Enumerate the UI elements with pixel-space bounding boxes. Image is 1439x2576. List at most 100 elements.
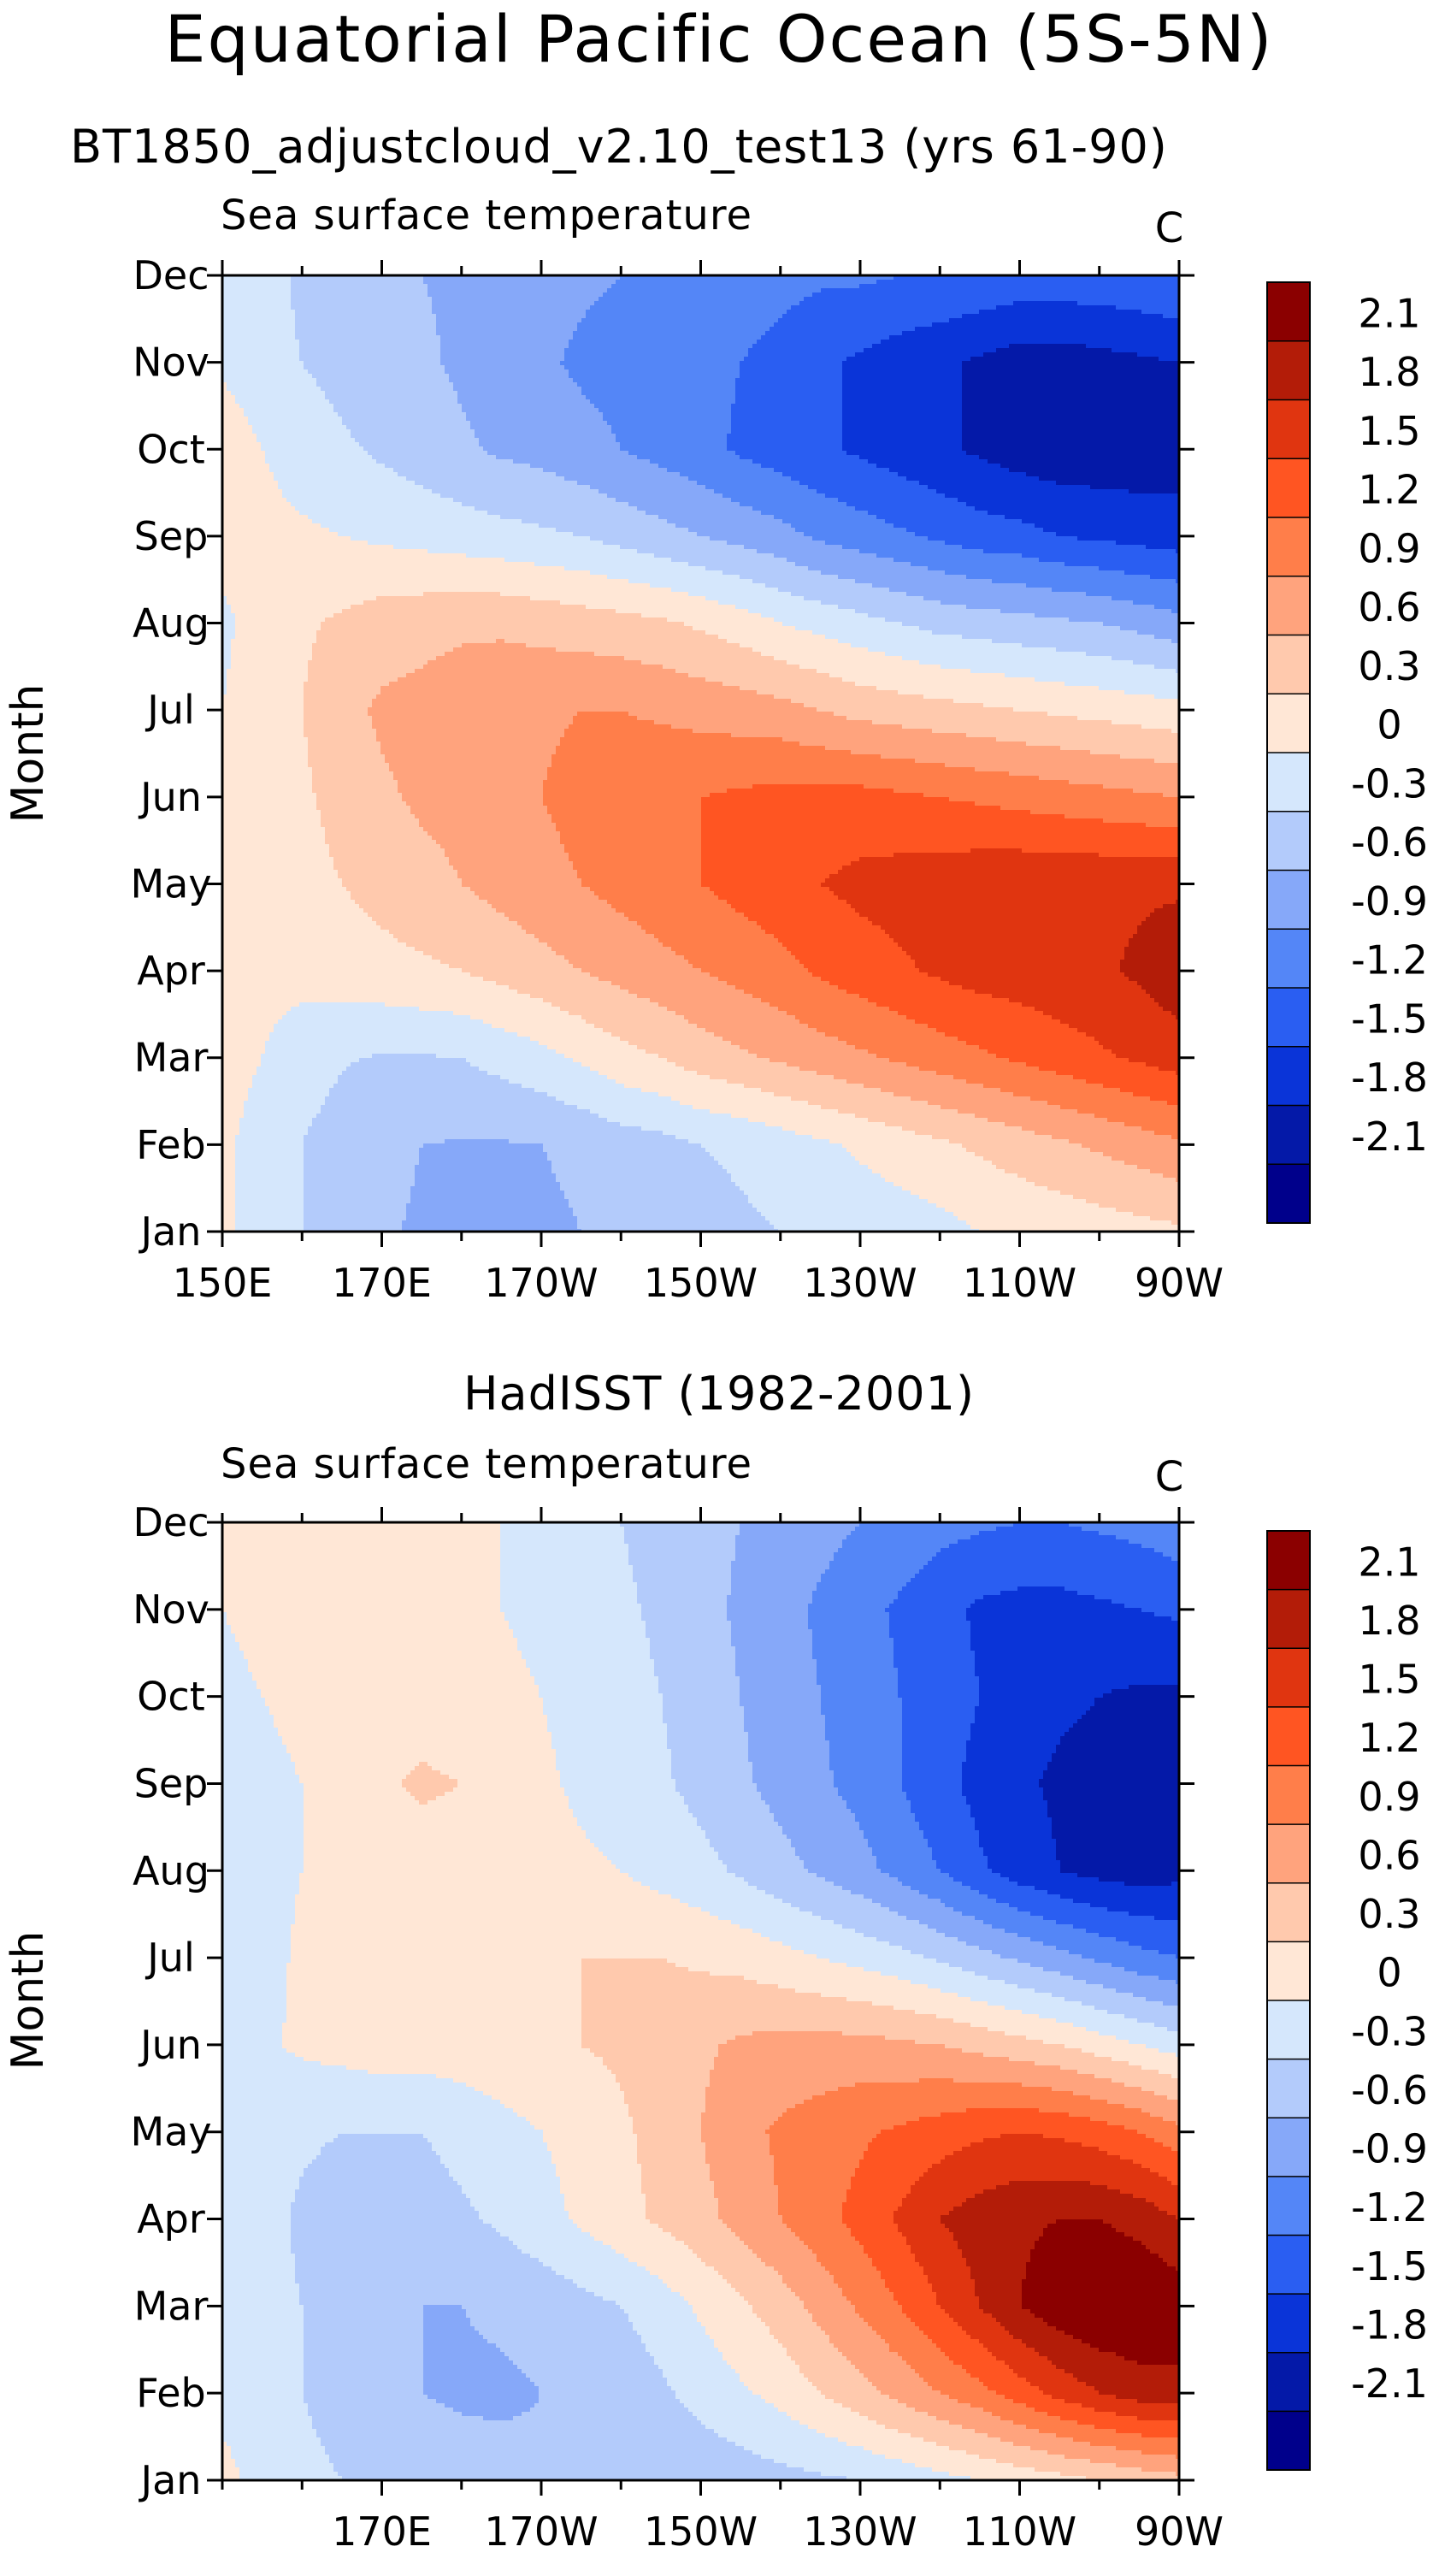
contour-cell	[304, 1809, 574, 1814]
contour-cell	[483, 446, 621, 452]
contour-cell	[945, 1933, 1018, 1938]
contour-cell	[432, 310, 587, 315]
contour-cell	[543, 1698, 663, 1703]
contour-cell	[881, 1903, 946, 1908]
contour-cell	[864, 1967, 963, 1972]
contour-cell	[222, 357, 300, 362]
contour-cell	[295, 2266, 552, 2272]
contour-cell	[304, 2305, 424, 2310]
contour-cell	[958, 1993, 1053, 1998]
contour-cell	[445, 369, 569, 375]
contour-cell	[752, 2309, 809, 2314]
contour-cell	[222, 2181, 300, 2186]
contour-cell	[551, 1002, 659, 1007]
contour-cell	[556, 1766, 672, 1771]
contour-cell	[962, 635, 1155, 640]
contour-cell	[1103, 1984, 1179, 1989]
contour-cell	[718, 977, 822, 982]
contour-cell	[1124, 947, 1179, 952]
contour-cell	[1035, 1007, 1164, 1012]
contour-cell	[718, 600, 822, 606]
contour-cell	[1005, 1169, 1151, 1174]
contour-cell	[817, 669, 971, 674]
contour-cell	[222, 630, 236, 635]
contour-cell	[530, 2254, 625, 2259]
contour-cell	[885, 519, 1023, 524]
contour-cell	[222, 891, 351, 896]
contour-cell	[299, 2301, 616, 2306]
contour-cell	[304, 2365, 424, 2370]
contour-cell	[573, 1212, 762, 1217]
contour-cell	[663, 1698, 740, 1703]
contour-cell	[962, 1783, 1040, 1788]
contour-cell	[855, 609, 1001, 614]
contour-cell	[607, 421, 732, 426]
contour-cell	[864, 1830, 924, 1835]
contour-cell	[842, 866, 1179, 871]
contour-cell	[376, 694, 775, 700]
contour-cell	[906, 1062, 1027, 1067]
contour-cell	[222, 2048, 287, 2053]
contour-cell	[1141, 2087, 1179, 2092]
contour-cell	[740, 1698, 822, 1703]
contour-cell	[551, 763, 946, 768]
contour-cell	[436, 2151, 552, 2156]
contour-cell	[1030, 1937, 1117, 1942]
contour-cell	[718, 2433, 826, 2438]
contour-cell	[594, 891, 715, 896]
contour-cell	[829, 1762, 903, 1767]
contour-cell	[658, 1092, 775, 1097]
contour-cell	[710, 2078, 920, 2083]
contour-cell	[915, 1574, 1179, 1579]
contour-cell	[744, 1191, 911, 1196]
contour-cell	[633, 1877, 745, 1882]
contour-cell	[222, 2211, 292, 2216]
contour-cell	[953, 1075, 1074, 1080]
contour-cell	[304, 724, 373, 730]
contour-cell	[671, 1758, 749, 1763]
contour-cell	[915, 2463, 1014, 2468]
contour-cell	[304, 1182, 416, 1187]
contour-cell	[983, 2408, 1035, 2413]
contour-cell	[291, 297, 433, 302]
colorbar-label: -1.8	[1351, 1055, 1428, 1101]
contour-cell	[492, 904, 612, 909]
contour-cell	[693, 1105, 822, 1110]
contour-cell	[735, 391, 843, 396]
contour-cell	[718, 2198, 779, 2203]
contour-cell	[222, 2236, 292, 2242]
contour-cell	[701, 806, 1001, 811]
contour-cell	[949, 2356, 997, 2361]
contour-cell	[222, 570, 591, 576]
contour-cell	[646, 2211, 719, 2216]
contour-cell	[222, 1049, 266, 1055]
contour-cell	[1133, 1212, 1179, 1217]
contour-cell	[321, 1109, 591, 1114]
contour-cell	[543, 2138, 638, 2143]
contour-cell	[346, 887, 471, 892]
contour-cell	[1052, 1135, 1172, 1140]
contour-cell	[479, 2215, 569, 2220]
contour-cell	[286, 2014, 582, 2019]
contour-cell	[804, 2467, 933, 2473]
colorbar-label: -0.6	[1351, 2067, 1428, 2113]
contour-cell	[573, 861, 702, 866]
contour-cell	[1073, 2335, 1179, 2340]
contour-cell	[765, 930, 886, 935]
contour-cell	[787, 2348, 839, 2353]
contour-cell	[222, 1732, 279, 1737]
contour-cell	[573, 2279, 663, 2284]
contour-cell	[633, 1565, 732, 1570]
contour-cell	[714, 891, 835, 896]
contour-cell	[522, 519, 668, 524]
contour-cell	[949, 2446, 1031, 2451]
contour-cell	[1124, 955, 1179, 960]
contour-cell	[812, 2095, 1091, 2100]
contour-cell	[705, 677, 843, 682]
contour-cell	[222, 1634, 236, 1639]
contour-cell	[941, 1899, 997, 1904]
contour-cell	[222, 2403, 309, 2408]
contour-cell	[851, 1809, 911, 1814]
contour-cell	[239, 1122, 313, 1127]
